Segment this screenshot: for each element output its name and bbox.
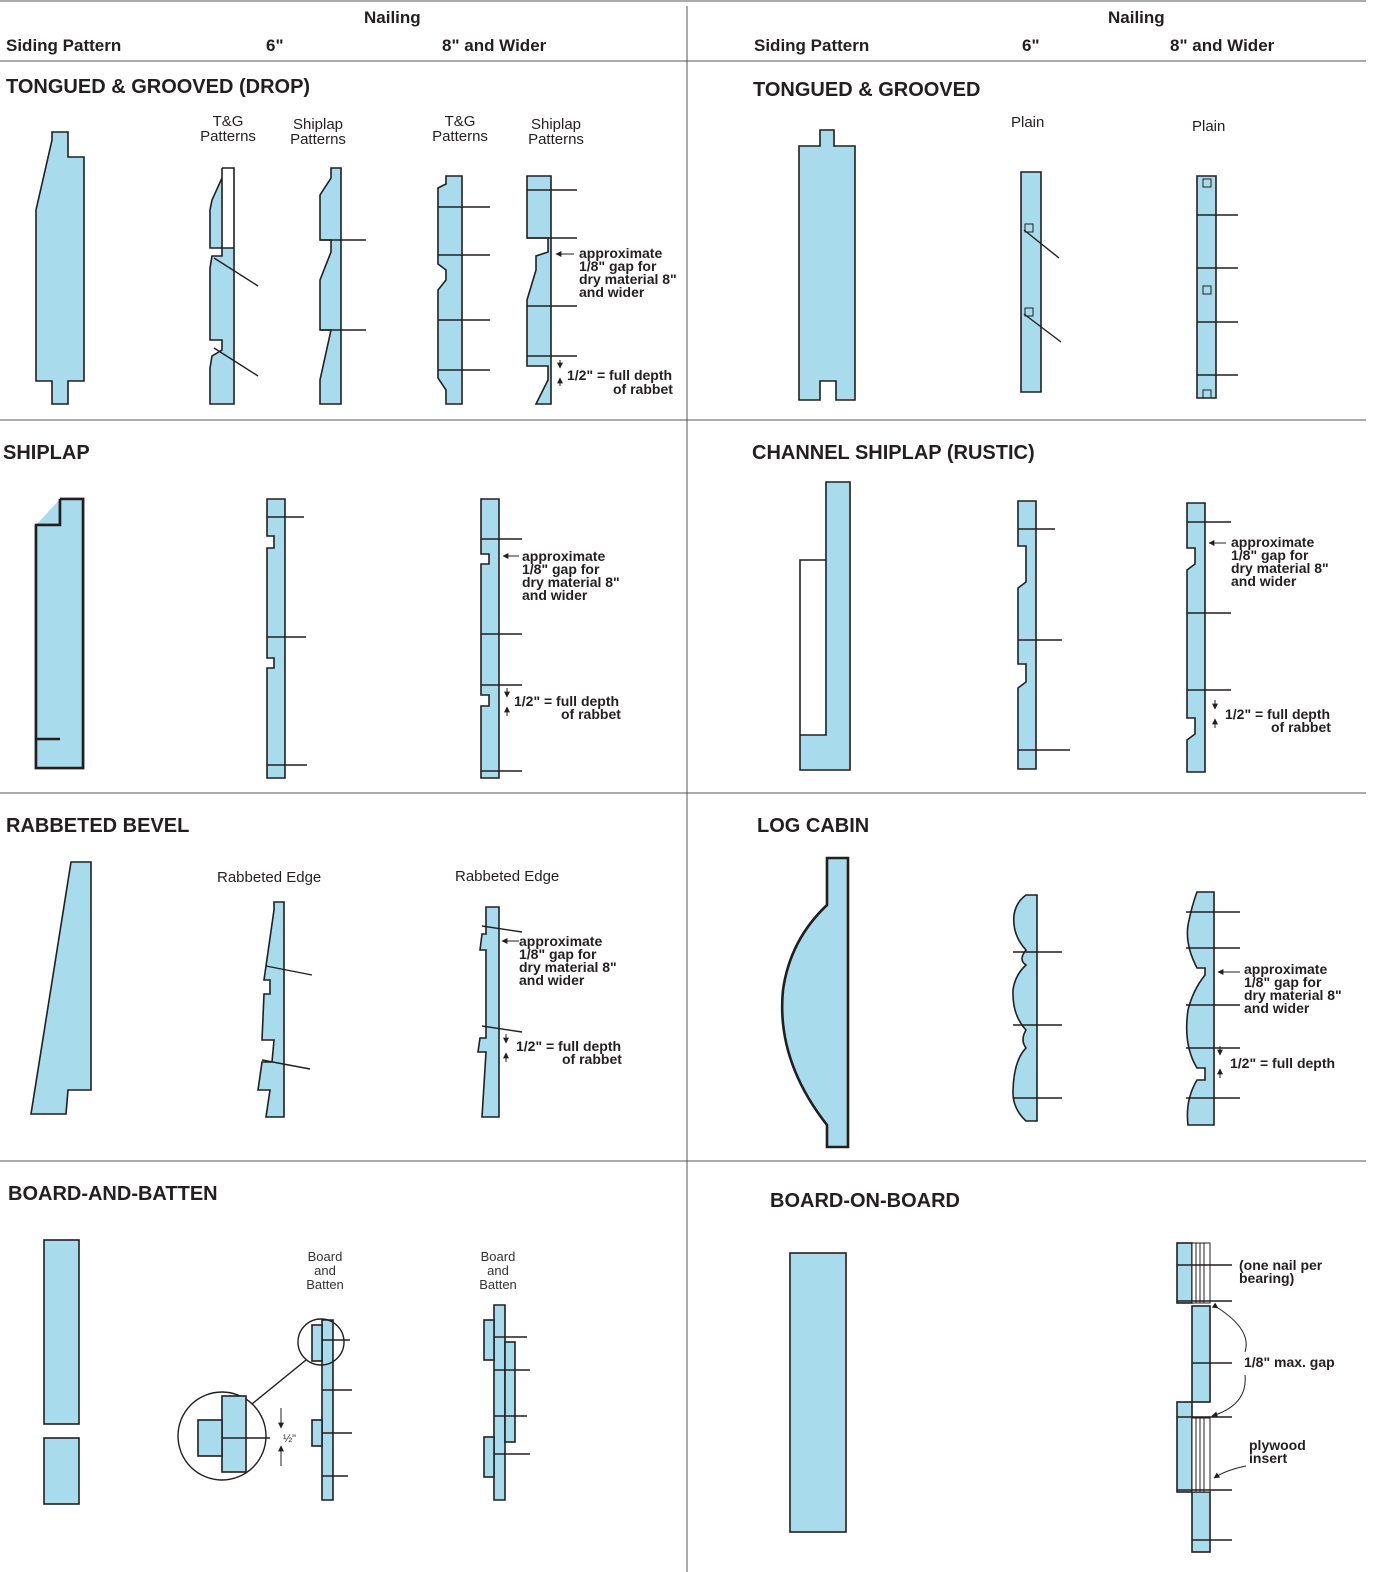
note-rabbet-a-tg-drop: 1/2" = full depth — [567, 367, 673, 383]
log-6in — [1012, 894, 1062, 1122]
section-title-batten: BOARD-AND-BATTEN — [8, 1183, 218, 1205]
tg-drop-8in-tg — [437, 175, 490, 405]
label-board-and-batten-6in: Board and Batten — [306, 1249, 344, 1292]
note-rabbet-a-bevel: 1/2" = full depth — [516, 1038, 622, 1054]
note-rabbet-a-channel: 1/2" = full depth — [1225, 706, 1331, 722]
note-rabbet-a-shiplap: 1/2" = full depth — [514, 693, 620, 709]
header-nailing-left: Nailing — [364, 8, 421, 27]
note-one-nail: (one nail per bearing) — [1239, 1257, 1323, 1286]
log-8in — [1185, 891, 1240, 1126]
label-shiplap-patterns-6in: Shiplap Patterns — [290, 116, 346, 148]
note-rabbet-log: 1/2" = full depth — [1230, 1055, 1336, 1071]
section-title-onboard: BOARD-ON-BOARD — [770, 1190, 960, 1212]
label-rabbeted-edge-8in: Rabbeted Edge — [455, 868, 560, 885]
label-shiplap-patterns-8in: Shiplap Patterns — [528, 116, 584, 148]
label-tg-patterns-8in: T&G Patterns — [432, 113, 488, 145]
note-rabbet-b-tg-drop: of rabbet — [613, 381, 673, 397]
label-half-inch: ½" — [283, 1433, 297, 1445]
channel-profile — [799, 481, 851, 771]
label-tg-patterns-6in: T&G Patterns — [200, 113, 256, 145]
label-plain-8in: Plain — [1192, 118, 1226, 135]
tg-drop-6in-shiplap — [319, 167, 366, 405]
note-max-gap: 1/8" max. gap — [1244, 1354, 1335, 1370]
section-title-tg: TONGUED & GROOVED — [753, 79, 981, 101]
note-gap-log: approximate 1/8" gap for dry material 8"… — [1244, 961, 1342, 1016]
label-plain-6in: Plain — [1011, 114, 1045, 131]
note-gap-channel: approximate 1/8" gap for dry material 8"… — [1231, 534, 1329, 589]
tg-drop-8in-shiplap — [526, 175, 577, 405]
note-rabbet-b-bevel: of rabbet — [562, 1051, 622, 1067]
header-6in-left: 6" — [266, 36, 284, 55]
batten-8in — [483, 1304, 530, 1501]
bevel-profile — [30, 861, 92, 1115]
tg-drop-profile — [35, 131, 85, 405]
note-rabbet-b-channel: of rabbet — [1271, 719, 1331, 735]
label-rabbeted-edge-6in: Rabbeted Edge — [217, 869, 322, 886]
header-8in-left: 8" and Wider — [442, 36, 547, 55]
note-gap-shiplap: approximate 1/8" gap for dry material 8"… — [522, 548, 620, 603]
note-gap-bevel: approximate 1/8" gap for dry material 8"… — [519, 933, 617, 988]
bevel-8in — [477, 906, 523, 1118]
tg-8in-plain — [1196, 175, 1238, 399]
section-title-tg-drop: TONGUED & GROOVED (DROP) — [6, 76, 311, 98]
log-profile — [780, 856, 850, 1149]
onboard-8in — [1176, 1242, 1247, 1553]
section-title-channel: CHANNEL SHIPLAP (RUSTIC) — [752, 442, 1035, 464]
batten-6in — [177, 1318, 352, 1501]
tg-6in-plain — [1020, 171, 1062, 393]
note-gap-tg-drop: approximate 1/8" gap for dry material 8"… — [579, 245, 677, 300]
tg-drop-6in-tg — [209, 167, 259, 405]
shiplap-profile — [34, 497, 85, 770]
label-board-and-batten-8in: Board and Batten — [479, 1249, 517, 1292]
channel-6in — [1017, 500, 1070, 770]
tg-profile — [798, 129, 856, 401]
section-title-log: LOG CABIN — [757, 815, 870, 837]
header-nailing-right: Nailing — [1108, 8, 1165, 27]
header-siding-pattern-right: Siding Pattern — [754, 36, 870, 55]
note-rabbet-b-shiplap: of rabbet — [561, 706, 621, 722]
header-siding-pattern-left: Siding Pattern — [6, 36, 122, 55]
shiplap-8in — [480, 498, 522, 779]
header-8in-right: 8" and Wider — [1170, 36, 1275, 55]
section-title-bevel: RABBETED BEVEL — [6, 815, 190, 837]
section-title-shiplap: SHIPLAP — [3, 442, 90, 464]
bevel-6in — [257, 901, 313, 1118]
header-6in-right: 6" — [1022, 36, 1040, 55]
note-plywood: plywood insert — [1249, 1437, 1306, 1466]
shiplap-6in — [266, 498, 307, 779]
channel-8in — [1186, 502, 1231, 773]
batten-profile — [43, 1239, 80, 1505]
onboard-profile — [789, 1252, 847, 1533]
